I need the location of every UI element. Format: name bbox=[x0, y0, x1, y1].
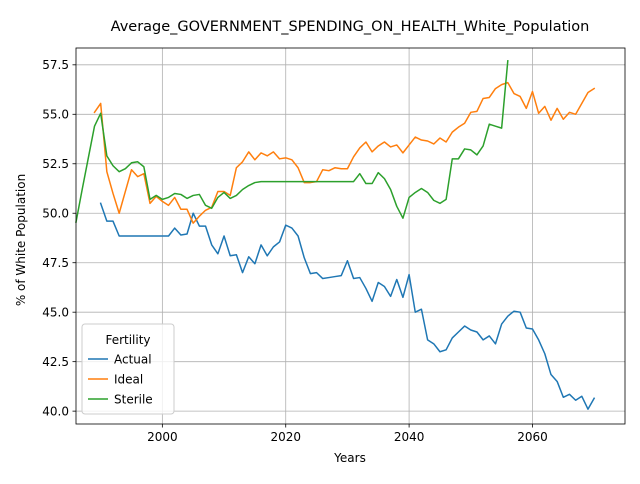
x-tick-label: 2040 bbox=[394, 430, 425, 444]
legend-label-ideal: Ideal bbox=[114, 372, 143, 386]
legend-label-sterile: Sterile bbox=[114, 392, 153, 406]
x-axis-label: Years bbox=[333, 451, 366, 465]
y-tick-label: 45.0 bbox=[42, 305, 69, 319]
legend-label-actual: Actual bbox=[114, 352, 152, 366]
x-tick-label: 2060 bbox=[517, 430, 548, 444]
y-tick-label: 57.5 bbox=[42, 58, 69, 72]
y-tick-label: 52.5 bbox=[42, 157, 69, 171]
legend-title: Fertility bbox=[105, 333, 150, 347]
y-tick-label: 47.5 bbox=[42, 256, 69, 270]
y-tick-label: 50.0 bbox=[42, 207, 69, 221]
x-tick-label: 2000 bbox=[147, 430, 178, 444]
y-tick-label: 55.0 bbox=[42, 108, 69, 122]
y-tick-label: 42.5 bbox=[42, 355, 69, 369]
y-tick-label: 40.0 bbox=[42, 404, 69, 418]
legend: Fertility Actual Ideal Sterile bbox=[82, 324, 174, 414]
y-axis-label: % of White Population bbox=[14, 174, 28, 306]
x-tick-label: 2020 bbox=[270, 430, 301, 444]
chart-title: Average_GOVERNMENT_SPENDING_ON_HEALTH_Wh… bbox=[111, 19, 590, 35]
